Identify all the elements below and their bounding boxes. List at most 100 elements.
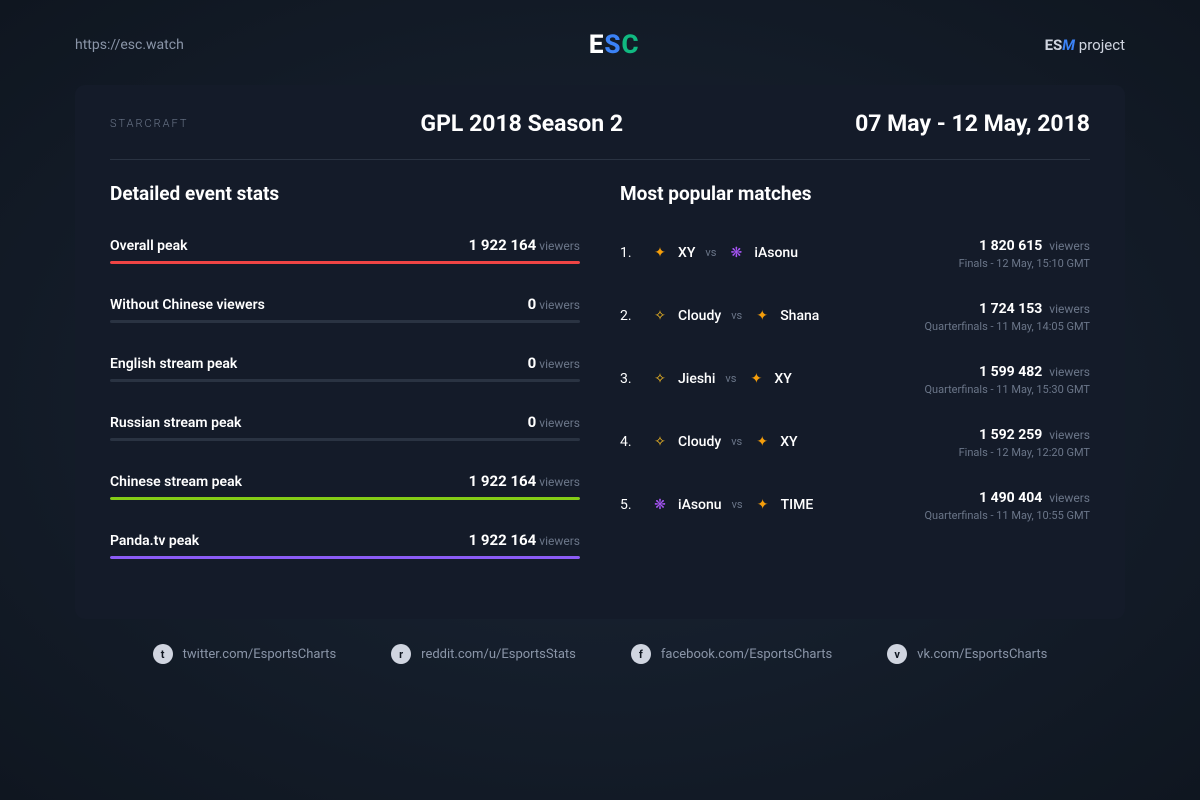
stat-unit: viewers bbox=[539, 298, 580, 312]
match-meta: Quarterfinals - 11 May, 10:55 GMT bbox=[924, 509, 1090, 522]
event-title: GPL 2018 Season 2 bbox=[420, 110, 623, 137]
match-rank: 4. bbox=[620, 434, 650, 450]
match-rank: 2. bbox=[620, 308, 650, 324]
stat-unit: viewers bbox=[539, 239, 580, 253]
match-row: 4. ✧ Cloudy vs ✦ XY 1 592 259 viewers Fi… bbox=[620, 424, 1090, 459]
stat-value: 1 922 164 bbox=[469, 236, 537, 254]
stat-bar bbox=[110, 556, 580, 559]
terran-icon: ✦ bbox=[650, 243, 670, 263]
social-text: twitter.com/EsportsCharts bbox=[183, 647, 337, 662]
viewers-unit: viewers bbox=[1049, 365, 1090, 379]
match-viewers: 1 820 615 bbox=[979, 238, 1042, 254]
match-row: 3. ✧ Jieshi vs ✦ XY 1 599 482 viewers Qu… bbox=[620, 361, 1090, 396]
match-viewers: 1 599 482 bbox=[979, 364, 1042, 380]
stat-value: 0 bbox=[528, 354, 537, 372]
stat-bar bbox=[110, 261, 580, 264]
player-name: Cloudy bbox=[678, 308, 721, 324]
social-icon: v bbox=[887, 644, 907, 664]
vs-label: vs bbox=[732, 498, 743, 511]
player-name: Shana bbox=[780, 308, 819, 324]
stat-bar bbox=[110, 379, 580, 382]
match-viewers: 1 592 259 bbox=[979, 427, 1042, 443]
social-icon: r bbox=[391, 644, 411, 664]
social-link[interactable]: f facebook.com/EsportsCharts bbox=[631, 644, 832, 664]
viewers-unit: viewers bbox=[1049, 428, 1090, 442]
stat-row: Russian stream peak 0viewers bbox=[110, 412, 580, 441]
player-name: Jieshi bbox=[678, 371, 715, 387]
stat-label: Overall peak bbox=[110, 238, 188, 254]
stat-value: 0 bbox=[528, 295, 537, 313]
stat-label: English stream peak bbox=[110, 356, 237, 372]
stat-label: Panda.tv peak bbox=[110, 533, 199, 549]
player-name: XY bbox=[774, 371, 791, 387]
stat-row: Without Chinese viewers 0viewers bbox=[110, 294, 580, 323]
terran-icon: ✦ bbox=[752, 432, 772, 452]
player-name: iAsonu bbox=[754, 245, 798, 261]
vs-label: vs bbox=[731, 309, 742, 322]
social-link[interactable]: r reddit.com/u/EsportsStats bbox=[391, 644, 576, 664]
matches-column: Most popular matches 1. ✦ XY vs ❋ iAsonu… bbox=[620, 182, 1090, 589]
terran-icon: ✦ bbox=[753, 495, 773, 515]
stat-label: Without Chinese viewers bbox=[110, 297, 265, 313]
social-text: reddit.com/u/EsportsStats bbox=[421, 647, 576, 662]
zerg-icon: ❋ bbox=[650, 495, 670, 515]
stats-title: Detailed event stats bbox=[110, 182, 580, 205]
social-text: vk.com/EsportsCharts bbox=[917, 647, 1047, 662]
site-url: https://esc.watch bbox=[75, 37, 184, 53]
social-link[interactable]: t twitter.com/EsportsCharts bbox=[153, 644, 337, 664]
stat-unit: viewers bbox=[539, 357, 580, 371]
stat-label: Russian stream peak bbox=[110, 415, 241, 431]
match-rank: 1. bbox=[620, 245, 650, 261]
date-range: 07 May - 12 May, 2018 bbox=[855, 110, 1090, 137]
stat-unit: viewers bbox=[539, 534, 580, 548]
vs-label: vs bbox=[705, 246, 716, 259]
match-meta: Finals - 12 May, 12:20 GMT bbox=[959, 446, 1090, 459]
player-name: TIME bbox=[781, 497, 814, 513]
player-name: iAsonu bbox=[678, 497, 722, 513]
terran-icon: ✦ bbox=[746, 369, 766, 389]
stat-row: English stream peak 0viewers bbox=[110, 353, 580, 382]
footer: t twitter.com/EsportsCharts r reddit.com/u/… bbox=[75, 644, 1125, 664]
match-rank: 5. bbox=[620, 497, 650, 513]
stat-row: Panda.tv peak 1 922 164viewers bbox=[110, 530, 580, 559]
match-meta: Finals - 12 May, 15:10 GMT bbox=[959, 257, 1090, 270]
player-name: XY bbox=[678, 245, 695, 261]
match-viewers: 1 724 153 bbox=[979, 301, 1042, 317]
social-icon: f bbox=[631, 644, 651, 664]
stats-column: Detailed event stats Overall peak 1 922 … bbox=[110, 182, 580, 589]
stat-row: Overall peak 1 922 164viewers bbox=[110, 235, 580, 264]
viewers-unit: viewers bbox=[1049, 239, 1090, 253]
vs-label: vs bbox=[731, 435, 742, 448]
stat-value: 1 922 164 bbox=[469, 531, 537, 549]
match-viewers: 1 490 404 bbox=[979, 490, 1042, 506]
stat-bar bbox=[110, 438, 580, 441]
card-header: STARCRAFT GPL 2018 Season 2 07 May - 12 … bbox=[110, 110, 1090, 160]
matches-title: Most popular matches bbox=[620, 182, 1090, 205]
starcraft-logo-icon: STARCRAFT bbox=[110, 117, 188, 130]
stats-card: STARCRAFT GPL 2018 Season 2 07 May - 12 … bbox=[75, 85, 1125, 619]
stat-value: 0 bbox=[528, 413, 537, 431]
match-row: 2. ✧ Cloudy vs ✦ Shana 1 724 153 viewers… bbox=[620, 298, 1090, 333]
stat-bar bbox=[110, 497, 580, 500]
match-rank: 3. bbox=[620, 371, 650, 387]
terran-icon: ✦ bbox=[752, 306, 772, 326]
social-text: facebook.com/EsportsCharts bbox=[661, 647, 832, 662]
match-meta: Quarterfinals - 11 May, 15:30 GMT bbox=[924, 383, 1090, 396]
top-bar: https://esc.watch ESC ESM project bbox=[75, 30, 1125, 60]
player-name: XY bbox=[780, 434, 797, 450]
social-icon: t bbox=[153, 644, 173, 664]
stat-label: Chinese stream peak bbox=[110, 474, 242, 490]
esc-logo: ESC bbox=[589, 30, 640, 60]
stat-unit: viewers bbox=[539, 416, 580, 430]
stat-row: Chinese stream peak 1 922 164viewers bbox=[110, 471, 580, 500]
protoss-icon: ✧ bbox=[650, 432, 670, 452]
player-name: Cloudy bbox=[678, 434, 721, 450]
match-row: 1. ✦ XY vs ❋ iAsonu 1 820 615 viewers Fi… bbox=[620, 235, 1090, 270]
vs-label: vs bbox=[725, 372, 736, 385]
viewers-unit: viewers bbox=[1049, 491, 1090, 505]
protoss-icon: ✧ bbox=[650, 369, 670, 389]
protoss-icon: ✧ bbox=[650, 306, 670, 326]
stat-unit: viewers bbox=[539, 475, 580, 489]
social-link[interactable]: v vk.com/EsportsCharts bbox=[887, 644, 1047, 664]
stat-value: 1 922 164 bbox=[469, 472, 537, 490]
